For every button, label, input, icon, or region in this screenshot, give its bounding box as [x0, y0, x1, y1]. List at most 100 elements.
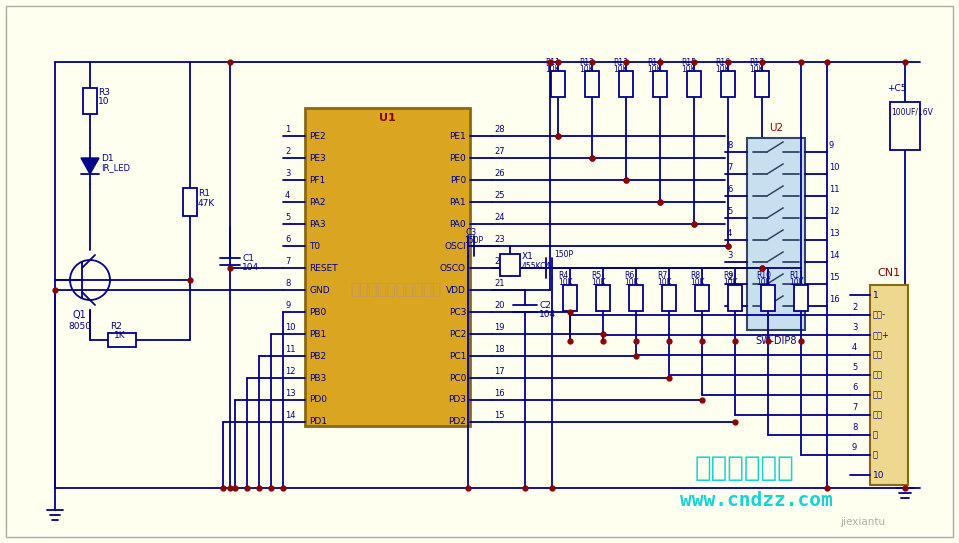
- Text: 2: 2: [727, 273, 733, 281]
- Text: R3: R3: [98, 87, 110, 97]
- Text: PD3: PD3: [448, 395, 466, 405]
- Polygon shape: [81, 158, 99, 174]
- Text: 26: 26: [494, 168, 504, 178]
- Text: 100UF/16V: 100UF/16V: [891, 108, 933, 117]
- Text: 28: 28: [494, 124, 504, 134]
- Text: PB1: PB1: [309, 330, 326, 338]
- Text: PE3: PE3: [309, 154, 326, 162]
- Text: 10: 10: [285, 323, 295, 331]
- Bar: [551, 71, 565, 97]
- Bar: [183, 188, 197, 216]
- Text: 1: 1: [727, 294, 733, 304]
- Bar: [83, 88, 97, 114]
- Text: 5: 5: [285, 212, 291, 222]
- Text: 8: 8: [727, 141, 733, 149]
- Text: GND: GND: [309, 286, 330, 294]
- Text: OSCI: OSCI: [444, 242, 466, 250]
- Text: 10K: 10K: [756, 277, 771, 287]
- Text: 9: 9: [829, 141, 834, 149]
- Text: R11: R11: [545, 58, 560, 66]
- Text: 4: 4: [285, 191, 291, 199]
- Text: 12: 12: [285, 367, 295, 376]
- Text: 14: 14: [285, 411, 295, 420]
- Text: C3: C3: [466, 228, 478, 237]
- Text: 2: 2: [852, 302, 857, 312]
- Bar: [585, 71, 599, 97]
- Text: R4: R4: [558, 270, 569, 280]
- Text: 15: 15: [829, 273, 839, 281]
- Text: PE0: PE0: [449, 154, 466, 162]
- Text: 3: 3: [727, 250, 733, 260]
- Text: 10K: 10K: [681, 65, 695, 73]
- Text: 6: 6: [852, 382, 857, 392]
- Text: 10K: 10K: [690, 277, 705, 287]
- Text: R6: R6: [624, 270, 634, 280]
- Text: R2: R2: [110, 321, 122, 331]
- Text: 2: 2: [285, 147, 291, 155]
- Text: R12: R12: [579, 58, 594, 66]
- Bar: [687, 71, 701, 97]
- Text: 7: 7: [727, 162, 733, 172]
- Text: 10: 10: [829, 162, 839, 172]
- Text: 4: 4: [727, 229, 733, 237]
- Text: R10: R10: [756, 270, 771, 280]
- Text: PB2: PB2: [309, 351, 326, 361]
- Text: R16: R16: [715, 58, 730, 66]
- Text: PD0: PD0: [309, 395, 327, 405]
- Text: 23: 23: [494, 235, 504, 243]
- Text: 10K: 10K: [558, 277, 573, 287]
- Bar: [890, 102, 920, 150]
- Text: 1: 1: [285, 124, 291, 134]
- Text: www.cndzz.com: www.cndzz.com: [680, 490, 832, 509]
- Text: PE2: PE2: [309, 131, 326, 141]
- Text: PC2: PC2: [449, 330, 466, 338]
- Text: 19: 19: [494, 323, 504, 331]
- Text: C1: C1: [242, 254, 254, 262]
- Text: 17: 17: [494, 367, 504, 376]
- Text: 10K: 10K: [749, 65, 763, 73]
- Text: R15: R15: [681, 58, 696, 66]
- Text: U1: U1: [379, 113, 396, 123]
- Text: R17: R17: [749, 58, 764, 66]
- Text: 关: 关: [873, 431, 878, 439]
- Text: 7: 7: [285, 256, 291, 266]
- Text: 3: 3: [285, 168, 291, 178]
- Text: 11: 11: [829, 185, 839, 193]
- Text: 22: 22: [494, 256, 504, 266]
- Bar: [721, 71, 735, 97]
- Text: PC3: PC3: [449, 307, 466, 317]
- Bar: [695, 285, 709, 311]
- Text: 455KC4: 455KC4: [522, 262, 551, 270]
- Text: 自动: 自动: [873, 411, 883, 420]
- Text: 11: 11: [285, 344, 295, 353]
- Text: PA2: PA2: [309, 198, 325, 206]
- Text: R7: R7: [657, 270, 667, 280]
- Text: SW-DIP8: SW-DIP8: [756, 336, 797, 346]
- Text: 杭州路蓉科技有限公司: 杭州路蓉科技有限公司: [350, 282, 441, 298]
- Text: 6: 6: [285, 235, 291, 243]
- Text: 13: 13: [285, 388, 295, 397]
- Text: PE1: PE1: [449, 131, 466, 141]
- Text: R1: R1: [198, 188, 210, 198]
- Bar: [500, 254, 520, 276]
- Text: 1: 1: [873, 291, 878, 300]
- Text: 加热: 加热: [873, 390, 883, 400]
- Text: C2: C2: [539, 300, 550, 310]
- Text: PB3: PB3: [309, 374, 326, 382]
- Text: R9: R9: [723, 270, 734, 280]
- Text: 8050: 8050: [68, 321, 91, 331]
- Bar: [596, 285, 610, 311]
- Text: 14: 14: [829, 250, 839, 260]
- Bar: [662, 285, 676, 311]
- Text: PF1: PF1: [309, 175, 325, 185]
- Text: VDD: VDD: [446, 286, 466, 294]
- Text: 9: 9: [285, 300, 291, 310]
- Text: 13: 13: [829, 229, 840, 237]
- Text: PA3: PA3: [309, 219, 326, 229]
- Text: IR_LED: IR_LED: [101, 163, 130, 173]
- Text: PF0: PF0: [450, 175, 466, 185]
- Text: +C5: +C5: [887, 84, 906, 92]
- Text: R8: R8: [690, 270, 700, 280]
- Text: 104: 104: [242, 262, 259, 272]
- Text: PC1: PC1: [449, 351, 466, 361]
